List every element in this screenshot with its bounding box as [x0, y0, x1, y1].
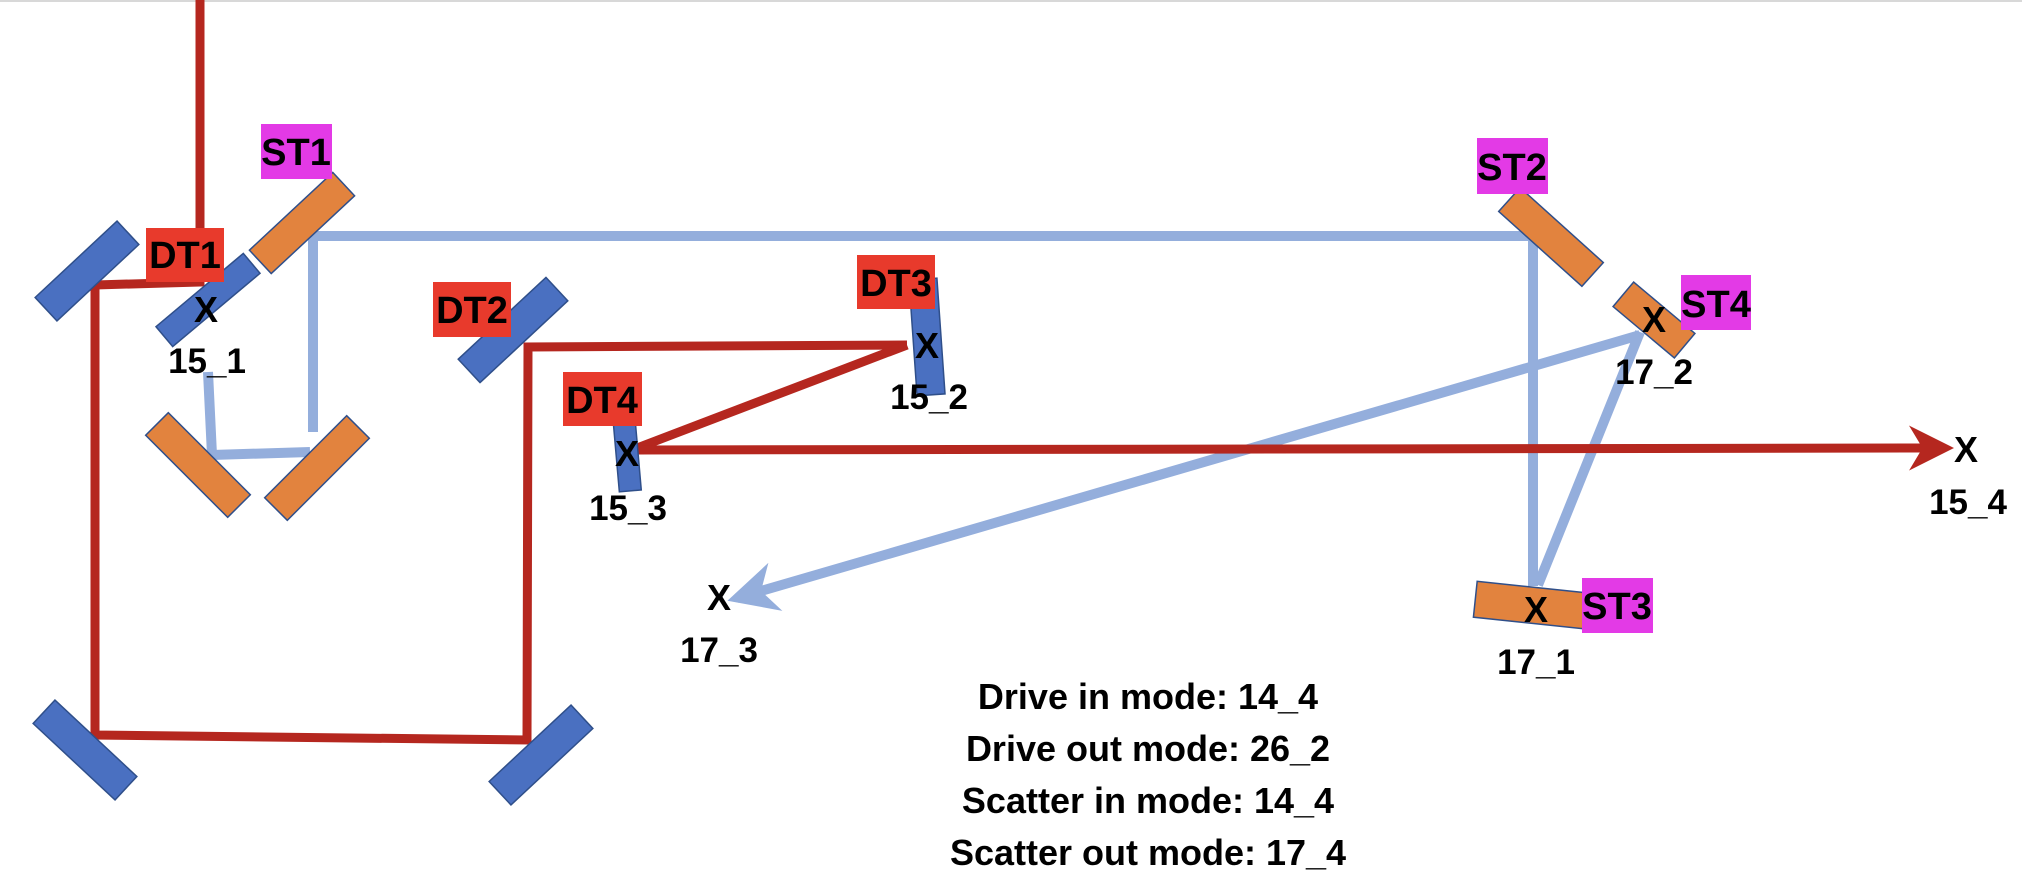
tag-dt2-label: DT2	[436, 290, 508, 332]
mirrors	[32, 171, 1696, 806]
point-label-15_3: 15_3	[589, 489, 667, 528]
tag-st2-label: ST2	[1477, 147, 1547, 189]
mirror-dt1	[154, 252, 262, 348]
position-markers: X X X X X X X	[194, 289, 1978, 630]
position-labels: 15_1 15_2 15_3 15_4 17_1 17_2 17_3	[168, 342, 2007, 682]
mirror-st1	[248, 171, 356, 275]
drive-beam-dt3-to-dt4	[630, 340, 909, 455]
mirror-bottom-right	[488, 704, 594, 806]
point-label-15_2: 15_2	[890, 378, 968, 417]
drive-beam-output	[631, 425, 1954, 471]
tag-dt3: DT3	[857, 255, 935, 309]
mirror-st2	[1497, 186, 1605, 288]
mirror-periscope-left	[144, 411, 252, 519]
point-label-17_3: 17_3	[680, 631, 758, 670]
marker-15_1: X	[194, 289, 218, 330]
point-label-15_1: 15_1	[168, 342, 246, 381]
tag-dt3-box	[857, 255, 935, 309]
legend-drive-out: Drive out mode: 26_2	[966, 728, 1330, 769]
tag-st4: ST4	[1681, 275, 1751, 330]
tag-dt4-box	[563, 372, 642, 426]
scatter-beam	[203, 231, 1645, 611]
scatter-beam-output	[727, 330, 1642, 611]
mirror-left-bottom	[32, 699, 138, 801]
scatter-beam-17_1-to-17_2	[1533, 330, 1645, 587]
tag-st2-box	[1477, 138, 1548, 194]
point-label-15_4: 15_4	[1929, 483, 2007, 522]
tag-dt2-box	[433, 282, 511, 337]
tag-dt2: DT2	[433, 282, 511, 337]
legend-drive-in: Drive in mode: 14_4	[978, 676, 1318, 717]
tag-dt1: DT1	[146, 228, 224, 282]
tag-st4-label: ST4	[1681, 284, 1751, 326]
mirror-periscope-right	[263, 414, 371, 522]
point-label-17_2: 17_2	[1615, 353, 1693, 392]
marker-17_1: X	[1524, 589, 1548, 630]
tag-st3-label: ST3	[1582, 586, 1652, 628]
marker-17_2: X	[1642, 299, 1666, 340]
tag-st1: ST1	[261, 124, 332, 179]
marker-17_3: X	[707, 577, 731, 618]
mode-legend: Drive in mode: 14_4 Drive out mode: 26_2…	[950, 676, 1346, 873]
tag-dt4: DT4	[563, 372, 642, 426]
tags: DT1 DT2 DT3 DT4 ST1 ST2 ST3 ST4	[146, 124, 1751, 633]
mirror-st4	[1612, 280, 1696, 360]
tag-dt4-label: DT4	[566, 380, 638, 422]
marker-15_4: X	[1954, 429, 1978, 470]
marker-15_2: X	[915, 325, 939, 366]
marker-15_3: X	[615, 433, 639, 474]
tag-st3-box	[1582, 578, 1653, 633]
tag-st2: ST2	[1477, 138, 1548, 194]
legend-scatter-out: Scatter out mode: 17_4	[950, 832, 1346, 873]
tag-dt3-label: DT3	[860, 263, 932, 305]
tag-st4-box	[1681, 275, 1751, 330]
tag-dt1-box	[146, 228, 224, 282]
tag-st3: ST3	[1582, 578, 1653, 633]
scatter-beam-periscope	[203, 371, 311, 461]
mirror-left-top	[34, 220, 140, 322]
legend-scatter-in: Scatter in mode: 14_4	[962, 780, 1334, 821]
point-label-17_1: 17_1	[1497, 643, 1575, 682]
tag-st1-label: ST1	[261, 132, 331, 174]
scatter-beam-loop	[308, 231, 1538, 586]
tag-st1-box	[261, 124, 332, 179]
tag-dt1-label: DT1	[149, 235, 221, 277]
